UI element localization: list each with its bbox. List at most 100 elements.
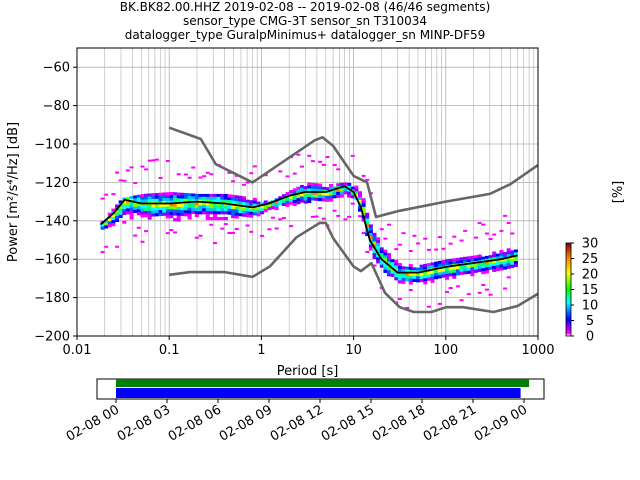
density-outlier (198, 176, 203, 179)
axes-frame (76, 47, 539, 337)
density-cell (169, 200, 174, 204)
density-cell (452, 261, 457, 265)
density-cell (506, 248, 511, 252)
density-cell (202, 196, 207, 200)
density-cell (492, 260, 497, 264)
density-cell (474, 266, 479, 270)
density-cell (220, 216, 225, 221)
timeline-tick-label: 02-08 12 (268, 402, 326, 444)
density-cell (307, 194, 312, 198)
density-cell (423, 278, 428, 282)
density-cell (194, 213, 199, 218)
y-tick-label: −140 (34, 214, 70, 229)
density-cell (336, 189, 341, 193)
density-cell (191, 207, 196, 212)
density-cell (321, 192, 326, 196)
density-cell (169, 212, 174, 216)
density-cell (209, 205, 214, 209)
density-cell (147, 216, 152, 220)
density-cell (212, 196, 217, 200)
density-cell (238, 210, 243, 214)
density-cell (376, 242, 381, 247)
density-cell (321, 198, 326, 202)
density-cell (387, 253, 392, 257)
density-cell (205, 196, 210, 200)
density-cell (506, 259, 511, 264)
density-cell (303, 200, 308, 204)
density-cell (165, 203, 170, 207)
density-cell (510, 250, 515, 254)
colorbar-tick-label: 25 (582, 252, 599, 267)
density-cell (144, 199, 149, 203)
density-cell (506, 251, 511, 255)
density-cell (495, 268, 500, 272)
density-cell (212, 205, 217, 209)
density-cell (513, 263, 518, 268)
density-cell (405, 269, 410, 273)
density-cell (169, 197, 174, 201)
density-cell (227, 211, 232, 215)
density-cell (426, 266, 431, 270)
density-cell (173, 212, 178, 216)
density-cell (470, 255, 475, 259)
density-cell (412, 267, 417, 271)
density-cell (492, 254, 497, 258)
density-cell (318, 186, 323, 190)
density-cell (477, 268, 482, 273)
density-cell (513, 261, 518, 265)
density-cell (499, 264, 504, 268)
density-cell (151, 193, 156, 197)
density-cell (238, 207, 243, 211)
density-cell (187, 193, 192, 197)
density-cell (183, 207, 188, 211)
density-cell (397, 277, 402, 281)
density-cell (307, 196, 312, 201)
density-cell (180, 195, 185, 199)
density-cell (165, 206, 170, 210)
density-cell (187, 201, 192, 206)
density-cell (452, 272, 457, 276)
density-cell (162, 209, 167, 213)
density-cell (332, 195, 337, 199)
density-cell (397, 274, 402, 278)
density-cell (231, 212, 236, 216)
density-cell (245, 211, 250, 215)
density-cell (401, 277, 406, 281)
density-cell (506, 256, 511, 261)
density-outlier (445, 290, 450, 293)
density-cell (187, 216, 192, 220)
density-cell (354, 194, 359, 198)
density-cell (187, 210, 192, 214)
density-cell (241, 202, 246, 206)
density-outlier (503, 287, 508, 290)
density-cell (263, 206, 268, 210)
density-cell (361, 203, 366, 208)
density-cell (209, 196, 214, 200)
density-cell (441, 260, 446, 264)
density-cell (328, 192, 334, 196)
density-outlier (394, 248, 399, 251)
density-outlier (426, 248, 431, 251)
y-tick-label: −120 (34, 176, 70, 191)
density-cell (212, 216, 217, 221)
density-cell (307, 188, 312, 192)
density-cell (405, 266, 410, 270)
density-cell (136, 194, 141, 198)
density-outlier (245, 181, 250, 184)
density-cell (405, 278, 410, 282)
density-cell (376, 248, 381, 252)
density-cell (503, 260, 508, 264)
density-cell (376, 237, 381, 241)
density-cell (419, 276, 424, 280)
timeline-tick-label: 02-08 15 (319, 402, 377, 444)
density-cell (180, 210, 185, 214)
density-cell (209, 193, 214, 198)
density-outlier (194, 236, 199, 239)
density-cell (408, 264, 413, 268)
density-cell (419, 273, 424, 277)
density-cell (227, 205, 232, 209)
density-cell (430, 265, 435, 269)
density-cell (513, 255, 518, 259)
density-cell (260, 202, 265, 206)
density-cell (292, 197, 297, 201)
